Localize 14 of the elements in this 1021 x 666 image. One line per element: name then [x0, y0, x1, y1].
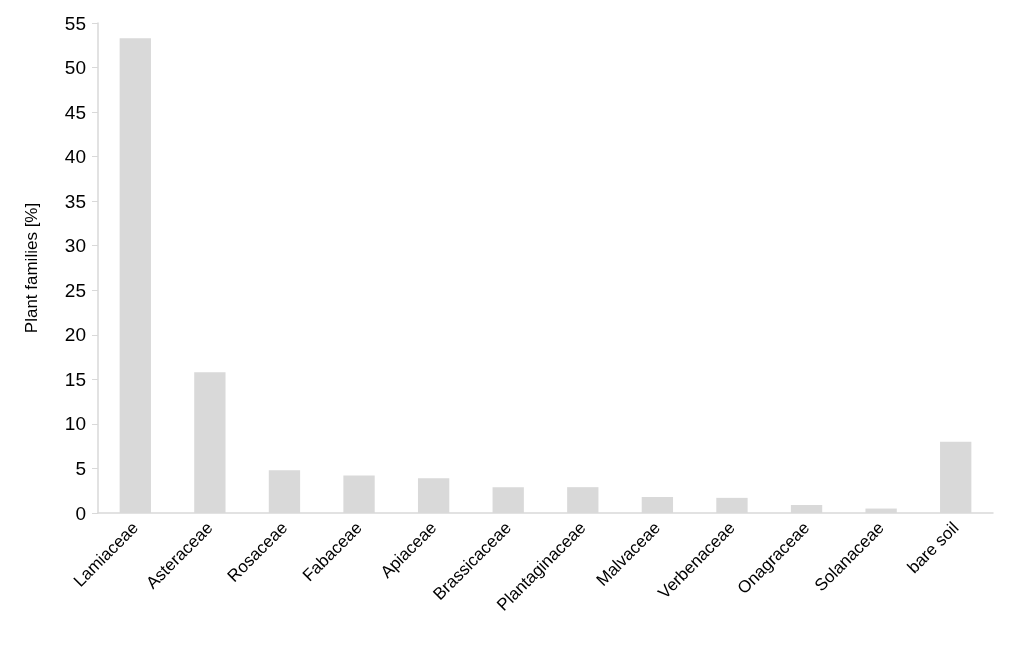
y-tick-label: 15	[64, 368, 86, 390]
y-tick-label: 30	[64, 235, 86, 257]
y-tick-label: 10	[64, 413, 86, 435]
y-tick-label: 25	[64, 279, 86, 301]
y-tick-label: 55	[64, 12, 86, 34]
x-tick-label: bare soil	[903, 518, 963, 578]
y-axis-title: Plant families [%]	[22, 202, 41, 334]
y-tick-label: 40	[64, 146, 86, 168]
y-tick-label: 5	[75, 457, 86, 479]
y-tick-label: 45	[64, 101, 86, 123]
y-tick-label: 35	[64, 190, 86, 212]
y-tick-label: 20	[64, 324, 86, 346]
y-tick-label: 50	[64, 57, 86, 79]
y-tick-label: 0	[75, 502, 86, 524]
